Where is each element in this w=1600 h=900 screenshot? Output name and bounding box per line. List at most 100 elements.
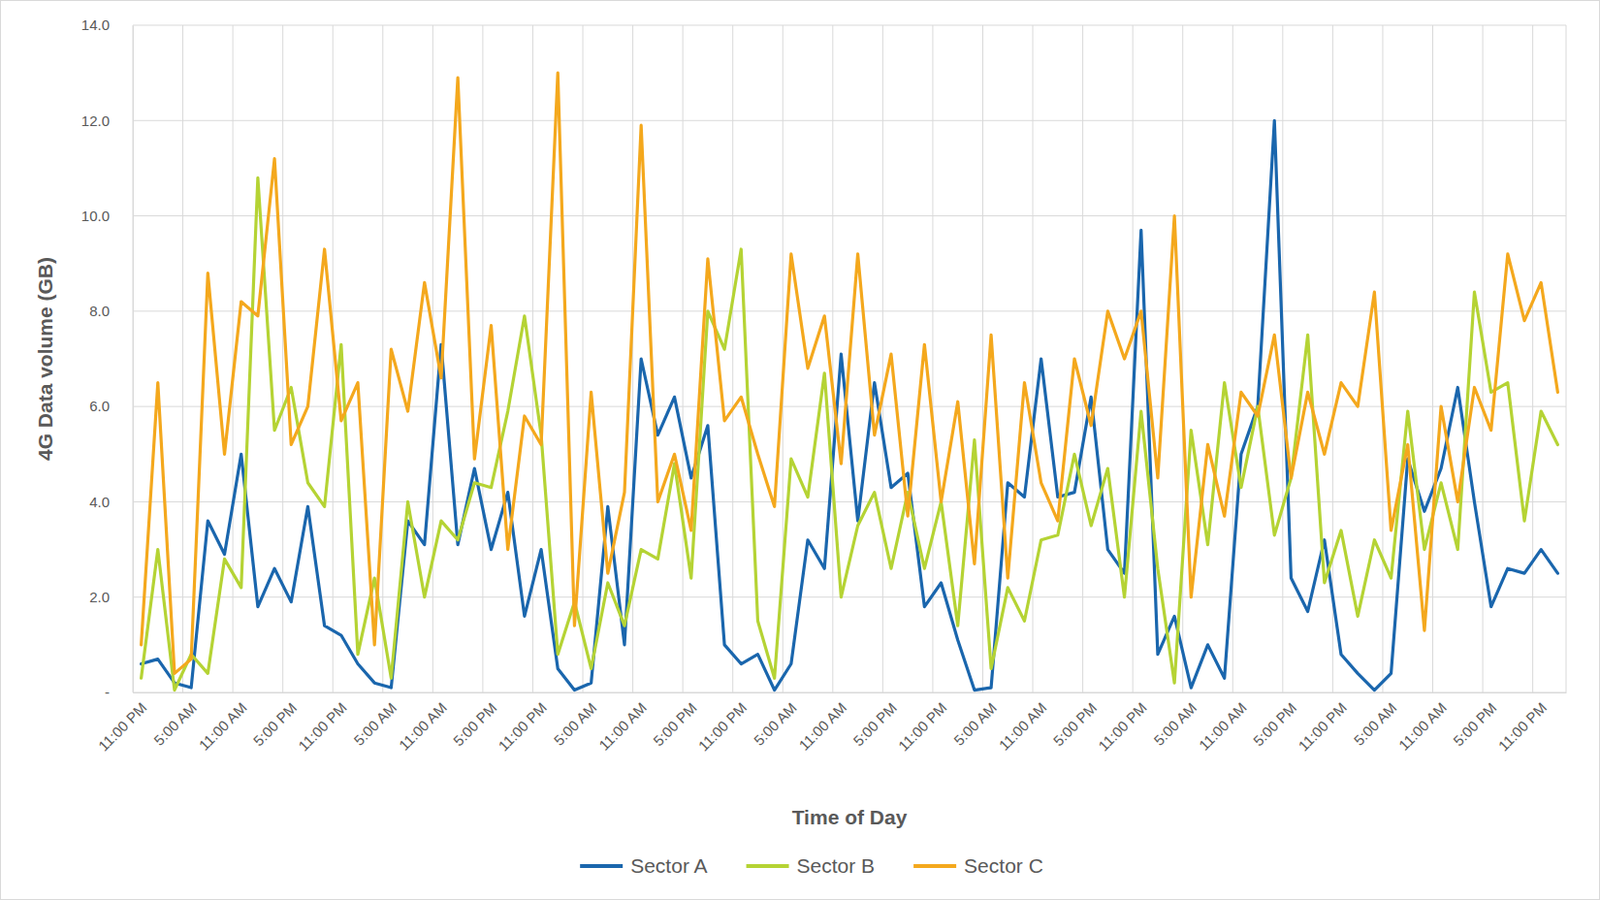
x-tick: 11:00 AM bbox=[1195, 692, 1250, 754]
x-tick: 5:00 AM bbox=[150, 692, 200, 749]
grid-line-x bbox=[481, 25, 483, 693]
series-line bbox=[141, 120, 1559, 690]
grid-line-x bbox=[832, 25, 833, 693]
x-tick-label: 5:00 AM bbox=[550, 699, 601, 749]
legend-item: Sector B bbox=[746, 854, 876, 877]
x-tick-label: 5:00 AM bbox=[350, 699, 400, 749]
x-tick-label: 5:00 AM bbox=[1350, 699, 1401, 749]
y-tick-label: - bbox=[104, 683, 110, 701]
x-tick: 11:00 PM bbox=[695, 692, 751, 755]
x-tick-label: 11:00 PM bbox=[695, 699, 751, 755]
x-tick: 11:00 PM bbox=[1094, 692, 1151, 755]
y-tick-label: 10.0 bbox=[81, 207, 110, 224]
legend-label: Sector C bbox=[963, 854, 1044, 877]
y-tick: 14.0 bbox=[81, 16, 133, 33]
legend: Sector A Sector B Sector C bbox=[579, 854, 1044, 877]
y-tick: - bbox=[104, 683, 133, 701]
x-axis-line bbox=[133, 692, 1568, 694]
x-tick: 5:00 AM bbox=[350, 692, 400, 749]
y-tick: 8.0 bbox=[89, 302, 133, 320]
legend-swatch bbox=[579, 864, 623, 868]
x-tick: 11:00 AM bbox=[994, 692, 1050, 754]
x-tick: 5:00 PM bbox=[1249, 692, 1301, 749]
grid-line-x bbox=[1032, 25, 1034, 693]
legend-swatch bbox=[746, 864, 790, 868]
grid-line-x bbox=[132, 25, 134, 693]
x-tick-label: 11:00 PM bbox=[1094, 699, 1151, 755]
legend-item: Sector A bbox=[579, 854, 707, 877]
x-tick: 5:00 PM bbox=[250, 692, 301, 749]
series-lines bbox=[141, 72, 1559, 690]
x-tick: 11:00 AM bbox=[195, 692, 251, 754]
grid-line-x bbox=[282, 25, 284, 693]
x-tick: 5:00 AM bbox=[950, 692, 1000, 749]
legend-label: Sector A bbox=[630, 854, 707, 877]
x-tick-label: 11:00 AM bbox=[1195, 699, 1250, 754]
grid-line-x bbox=[532, 25, 534, 693]
x-tick-label: 5:00 PM bbox=[449, 699, 501, 750]
x-tick-label: 5:00 AM bbox=[950, 699, 1000, 749]
x-tick-label: 11:00 AM bbox=[395, 699, 450, 754]
grid-line-x bbox=[682, 25, 684, 693]
x-tick: 11:00 PM bbox=[494, 692, 550, 755]
x-tick: 5:00 AM bbox=[750, 692, 800, 749]
x-tick: 11:00 AM bbox=[795, 692, 850, 754]
x-tick-label: 11:00 AM bbox=[994, 699, 1050, 754]
x-tick: 11:00 PM bbox=[95, 692, 151, 755]
x-tick: 5:00 PM bbox=[849, 692, 900, 749]
grid-line-x bbox=[1132, 25, 1134, 693]
y-tick: 4.0 bbox=[89, 493, 133, 511]
x-tick: 11:00 PM bbox=[294, 692, 351, 755]
x-tick-label: 5:00 PM bbox=[1249, 699, 1301, 750]
x-tick-label: 11:00 AM bbox=[1395, 699, 1450, 754]
x-tick: 5:00 PM bbox=[1050, 692, 1101, 749]
plot: -2.04.06.08.010.012.014.011:00 PM5:00 AM… bbox=[81, 16, 1568, 754]
y-axis-title: 4G Data volume (GB) bbox=[33, 256, 57, 461]
grid-line-x bbox=[882, 25, 884, 693]
grid-line-x bbox=[432, 25, 434, 693]
grid-line-y bbox=[132, 596, 1567, 598]
x-tick-label: 5:00 PM bbox=[1050, 699, 1101, 750]
grid-line-x bbox=[1082, 25, 1084, 693]
grid-line-x bbox=[1532, 25, 1534, 693]
grid-line-x bbox=[232, 25, 234, 693]
y-tick-label: 12.0 bbox=[81, 112, 110, 129]
x-tick-label: 5:00 PM bbox=[1449, 699, 1501, 750]
y-tick-label: 8.0 bbox=[89, 302, 110, 320]
x-tick: 11:00 PM bbox=[895, 692, 951, 755]
y-axis-line bbox=[132, 26, 134, 694]
grid-line-y bbox=[132, 501, 1567, 503]
grid-line-x bbox=[332, 25, 334, 693]
x-tick-label: 5:00 AM bbox=[1150, 699, 1200, 749]
y-tick-label: 14.0 bbox=[81, 16, 110, 33]
x-tick: 11:00 AM bbox=[1395, 692, 1450, 754]
x-tick: 11:00 AM bbox=[595, 692, 650, 754]
legend-swatch bbox=[913, 864, 957, 868]
grid-line-y bbox=[132, 25, 1567, 27]
x-tick-label: 11:00 AM bbox=[795, 699, 850, 754]
x-tick-label: 5:00 PM bbox=[649, 699, 701, 750]
x-tick-label: 11:00 PM bbox=[1494, 699, 1550, 755]
chart-background bbox=[0, 0, 1600, 900]
x-tick: 11:00 PM bbox=[1294, 692, 1350, 755]
y-tick-label: 2.0 bbox=[89, 588, 110, 606]
x-tick-label: 5:00 PM bbox=[849, 699, 900, 750]
x-tick: 5:00 AM bbox=[550, 692, 601, 749]
x-tick-label: 11:00 PM bbox=[895, 699, 951, 755]
grid-line-x bbox=[182, 25, 184, 693]
x-tick-label: 11:00 PM bbox=[1294, 699, 1350, 755]
y-tick-label: 6.0 bbox=[89, 397, 110, 415]
y-axis: - 2.0 4.0 6.0 8.0 10.0 12.0 14.0 bbox=[81, 16, 134, 701]
x-tick-label: 11:00 PM bbox=[294, 699, 351, 755]
x-tick-label: 5:00 AM bbox=[150, 699, 200, 749]
grid-line-x bbox=[1482, 25, 1484, 693]
x-tick-label: 11:00 PM bbox=[95, 699, 151, 755]
x-tick: 5:00 AM bbox=[1150, 692, 1200, 749]
x-tick: 5:00 AM bbox=[1350, 692, 1401, 749]
y-tick: 6.0 bbox=[89, 397, 133, 415]
x-tick: 5:00 PM bbox=[449, 692, 501, 749]
x-tick-label: 11:00 PM bbox=[494, 699, 550, 755]
grid-line-x bbox=[732, 25, 734, 693]
y-tick-label: 4.0 bbox=[89, 493, 110, 511]
x-axis-title: Time of Day bbox=[792, 805, 908, 829]
